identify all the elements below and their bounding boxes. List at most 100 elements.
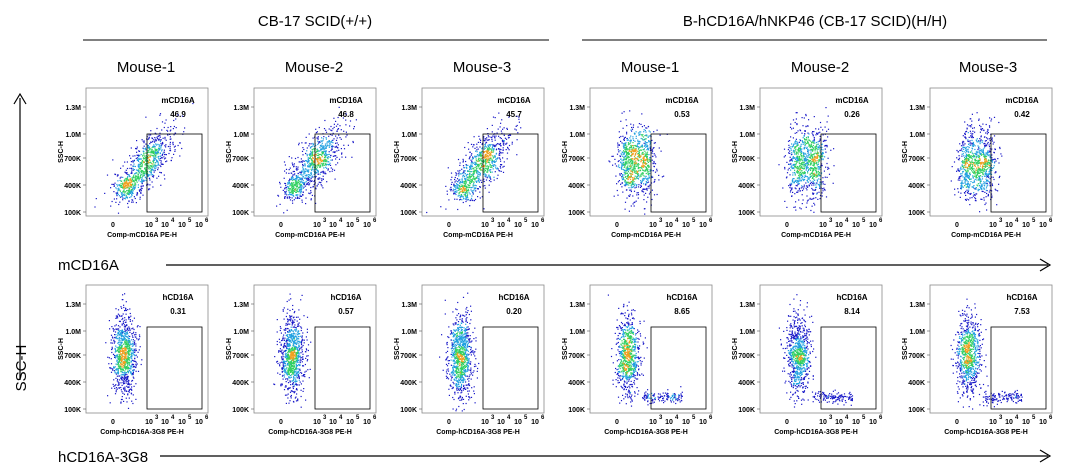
event-point (462, 165, 465, 167)
event-point (134, 155, 136, 157)
event-point (152, 174, 154, 176)
event-point (485, 146, 488, 148)
event-point (649, 147, 652, 149)
event-point (787, 149, 789, 151)
event-point (297, 181, 300, 184)
event-point (149, 161, 152, 163)
event-point (329, 171, 331, 173)
event-point (967, 186, 969, 188)
event-point (806, 195, 808, 197)
event-point (305, 181, 307, 183)
event-point (486, 128, 488, 130)
event-point (313, 173, 315, 176)
event-point (816, 152, 818, 154)
event-point (143, 161, 145, 163)
event-point (807, 162, 809, 164)
event-point (319, 177, 321, 179)
event-point (317, 160, 319, 162)
event-point (806, 140, 809, 142)
event-point (322, 178, 324, 180)
event-point (476, 181, 478, 183)
event-point (625, 170, 628, 172)
event-point (470, 159, 472, 161)
event-point (638, 156, 640, 159)
event-point (792, 157, 794, 159)
event-point (140, 169, 142, 172)
event-point (471, 166, 474, 168)
event-point (625, 173, 627, 175)
event-point (177, 114, 179, 116)
event-point (794, 160, 796, 163)
event-point (485, 138, 487, 140)
event-point (976, 177, 978, 179)
event-point (817, 173, 819, 175)
event-point (506, 142, 508, 144)
event-point (463, 188, 465, 190)
event-point (819, 181, 821, 183)
event-point (328, 145, 330, 147)
event-point (148, 146, 151, 148)
event-point (494, 139, 496, 141)
event-point (332, 139, 334, 141)
event-point (801, 140, 803, 142)
event-point (296, 167, 298, 170)
event-point (491, 162, 493, 164)
event-point (149, 179, 151, 181)
event-point (645, 188, 647, 190)
event-point (292, 170, 294, 173)
event-point (316, 149, 318, 151)
event-point (328, 161, 330, 163)
event-point (320, 159, 322, 161)
event-point (628, 159, 630, 161)
event-point (177, 144, 179, 147)
event-point (823, 139, 825, 141)
event-point (144, 148, 146, 150)
event-point (627, 166, 629, 168)
event-point (637, 177, 639, 179)
event-point (120, 180, 122, 182)
event-point (626, 131, 628, 133)
plot-y-tick-label: 400K (908, 183, 925, 190)
event-point (805, 115, 807, 117)
event-point (649, 169, 651, 171)
event-point (966, 171, 968, 173)
event-point (458, 171, 460, 173)
event-point (797, 191, 799, 193)
event-point (647, 181, 650, 183)
event-point (801, 203, 803, 205)
event-point (814, 157, 816, 159)
event-point (501, 119, 503, 121)
event-point (303, 170, 305, 173)
event-point (157, 160, 159, 162)
event-point (630, 170, 632, 172)
event-point (149, 147, 151, 150)
event-point (819, 131, 821, 133)
event-point (625, 175, 627, 178)
event-point (628, 210, 630, 212)
event-point (620, 173, 622, 175)
event-point (803, 138, 806, 140)
event-point (799, 147, 801, 149)
event-point (157, 151, 159, 153)
event-point (489, 176, 491, 178)
event-point (632, 162, 634, 164)
event-point (161, 153, 164, 156)
event-point (470, 180, 472, 182)
event-point (967, 158, 969, 160)
event-point (297, 188, 299, 190)
event-point (463, 187, 465, 189)
event-point (131, 170, 133, 172)
event-point (489, 177, 491, 179)
event-point (316, 185, 318, 187)
event-point (788, 163, 790, 165)
event-point (302, 154, 304, 156)
event-point (644, 135, 646, 137)
event-point (491, 137, 493, 139)
event-point (825, 151, 827, 153)
event-point (318, 165, 320, 167)
event-point (479, 146, 481, 148)
event-point (651, 159, 653, 161)
event-point (131, 192, 133, 194)
event-point (122, 182, 124, 184)
event-point (806, 146, 808, 148)
